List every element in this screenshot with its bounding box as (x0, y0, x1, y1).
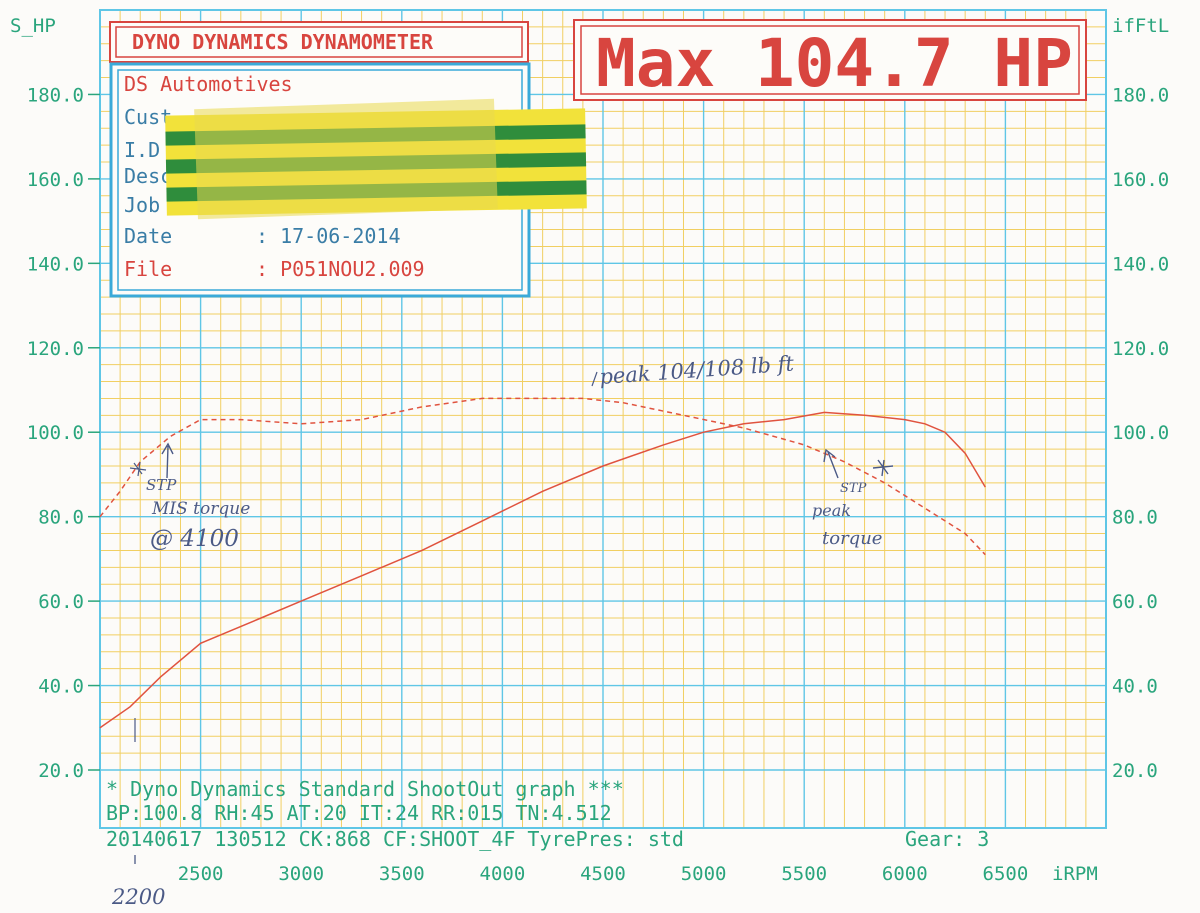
x-tick-label: 2500 (178, 863, 224, 885)
y-tick-right-label: 20.0 (1112, 760, 1158, 782)
x-tick-label: 5500 (781, 863, 827, 885)
max-banner-outer (573, 19, 1087, 101)
stp-left-3: @ 4100 (150, 526, 239, 552)
footer-line-2: BP:100.8 RH:45 AT:20 IT:24 RR:015 TN:4.5… (106, 801, 612, 825)
stp-right-arrow (823, 448, 839, 479)
y-tick-left-label: 180.0 (27, 84, 84, 106)
y-tick-left-label: 60.0 (38, 591, 84, 613)
y-tick-right-label: 60.0 (1112, 591, 1158, 613)
y-tick-left-label: 160.0 (27, 169, 84, 191)
info-label-cust: Cust (124, 105, 172, 129)
info-label-job: Job (124, 193, 160, 217)
peak-note: peak 104/108 lb ft (599, 351, 796, 389)
torque-curve (99, 397, 986, 556)
y-ticks-right: 20.0 40.0 60.0 80.0 100.0 120.0 140.0 160.0 180.… (1112, 84, 1169, 782)
footer-line-3: 20140617 130512 CK:868 CF:SHOOT_4F TyreP… (106, 827, 684, 851)
info-label-id: I.D (124, 138, 160, 162)
info-label-file: File (124, 257, 172, 281)
curves (99, 397, 986, 729)
redaction-tape (165, 98, 587, 220)
info-value-file: : P051NOU2.009 (256, 257, 425, 281)
right-axis-name: ifFtL (1112, 15, 1169, 37)
info-value-date: : 17-06-2014 (256, 224, 401, 248)
info-company: DS Automotives (124, 72, 293, 96)
stp-right-2: peak (812, 501, 851, 520)
y-tick-left-label: 100.0 (27, 422, 84, 444)
mark-left (129, 461, 147, 477)
stp-left-arrow (161, 442, 174, 479)
stp-left: STP (146, 476, 177, 494)
x-tick-label: 4500 (580, 863, 626, 885)
y-tick-left-label: 20.0 (38, 760, 84, 782)
chart-title: DYNO DYNAMICS DYNAMOMETER (132, 30, 434, 54)
y-tick-right-label: 80.0 (1112, 507, 1158, 529)
y-tick-right-label: 180.0 (1112, 84, 1169, 106)
left-axis-name: S_HP (10, 15, 56, 37)
y-tick-left-label: 120.0 (27, 338, 84, 360)
title-box-outer (109, 21, 529, 63)
y-tick-left-label: 40.0 (38, 676, 84, 698)
stp-right-3: torque (822, 528, 882, 549)
mark-right (872, 459, 894, 477)
y-tick-right-label: 120.0 (1112, 338, 1169, 360)
y-tick-right-label: 160.0 (1112, 169, 1169, 191)
x-ticks: 2500 3000 3500 4000 4500 5000 5500 6000 6500 (178, 863, 1029, 885)
x-axis-name: iRPM (1052, 863, 1098, 885)
x-tick-label: 3000 (278, 863, 324, 885)
x-tick-label: 5000 (681, 863, 727, 885)
x-tick-label: 6500 (983, 863, 1029, 885)
x-tick-label: 4000 (480, 863, 526, 885)
max-banner-inner (580, 25, 1080, 95)
title-box-inner (115, 26, 523, 58)
footer-line-1: * Dyno Dynamics Standard ShootOut graph … (106, 777, 624, 801)
plot-frame (99, 9, 1107, 829)
y-tick-left-label: 140.0 (27, 253, 84, 275)
x-tick-label: 6000 (882, 863, 928, 885)
stp-right: STP (840, 481, 867, 496)
start-rpm-note: 2200 (111, 885, 165, 909)
peak-note-stroke (591, 371, 598, 387)
x-tick-label: 3500 (379, 863, 425, 885)
y-ticks-left: 20.0 40.0 60.0 80.0 100.0 120.0 140.0 160.0 180.… (27, 84, 100, 782)
y-tick-right-label: 100.0 (1112, 422, 1169, 444)
y-tick-right-label: 140.0 (1112, 253, 1169, 275)
footer-gear: Gear: 3 (905, 827, 989, 851)
stp-left-2: MIS torque (151, 499, 250, 519)
info-label-date: Date (124, 224, 172, 248)
power-curve (99, 411, 986, 729)
max-banner: Max 104.7 HP (596, 25, 1073, 102)
y-tick-left-label: 80.0 (38, 507, 84, 529)
y-tick-right-label: 40.0 (1112, 676, 1158, 698)
